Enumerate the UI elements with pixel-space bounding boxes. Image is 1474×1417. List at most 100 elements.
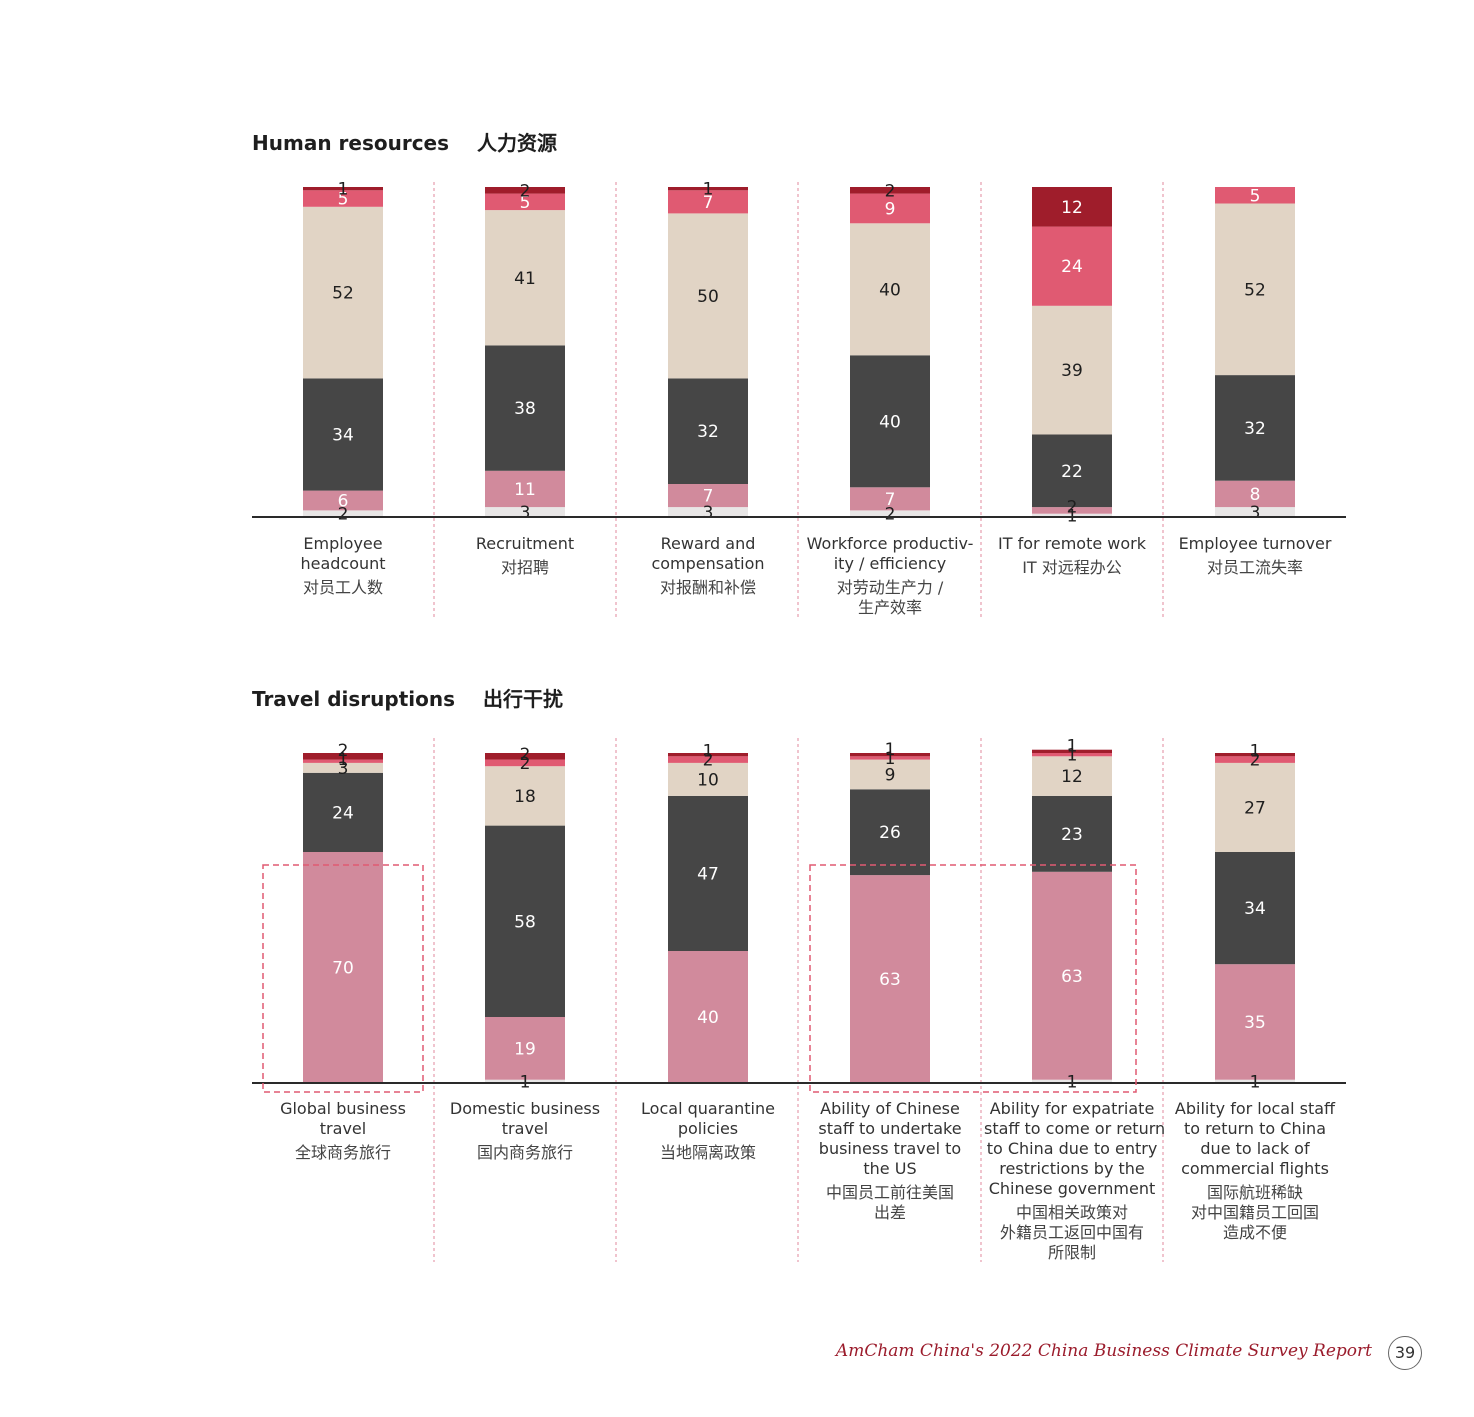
data-label: 1 [1250, 742, 1261, 762]
category-label-zh: 对招聘 [500, 558, 549, 577]
data-label: 11 [514, 480, 536, 500]
bar-segment [485, 766, 565, 826]
bar-segment [668, 756, 748, 763]
data-label: 5 [1250, 186, 1261, 206]
category-label-en: business travel to [818, 1139, 962, 1158]
bar-segment [303, 206, 383, 379]
data-label: 2 [885, 181, 896, 201]
bar-segment [1032, 507, 1112, 514]
category-label-en: due to lack of [1200, 1139, 1310, 1158]
bar-segment [850, 759, 930, 790]
category-label-en: Workforce productiv- [806, 534, 974, 553]
report-footer: AmCham China's 2022 China Business Clima… [835, 1341, 1372, 1361]
category-label-en: travel [319, 1119, 367, 1138]
data-label: 1 [885, 749, 896, 769]
category-label-en: IT for remote work [997, 534, 1147, 553]
bar-segment [1215, 762, 1295, 852]
category-label-en: to return to China [1183, 1119, 1326, 1138]
bar-segment [1215, 507, 1295, 517]
bar-segment [850, 193, 930, 224]
data-label: 2 [520, 181, 531, 201]
category-label-en: Ability of Chinese [820, 1099, 960, 1118]
data-label: 9 [885, 199, 896, 219]
data-label: 41 [514, 269, 536, 289]
bar-segment [485, 210, 565, 346]
category-label-zh: 对员工流失率 [1206, 558, 1303, 577]
category-label-zh: 国内商务旅行 [476, 1143, 573, 1162]
data-label: 38 [514, 399, 536, 419]
data-label: 22 [1061, 462, 1083, 482]
category-label-en: Ability for local staff [1174, 1099, 1336, 1118]
data-label: 2 [885, 505, 896, 525]
data-label: 2 [520, 745, 531, 765]
section-title-zh: 人力资源 [477, 131, 558, 155]
category-label-en: commercial flights [1181, 1159, 1329, 1178]
bar-segment [303, 510, 383, 517]
bar-segment [850, 487, 930, 511]
data-label: 40 [879, 412, 901, 432]
bar-segment [1032, 513, 1112, 517]
bar-segment [1215, 203, 1295, 376]
category-label-zh: 对劳动生产力 / [836, 578, 944, 597]
bar-segment [1032, 305, 1112, 435]
category-label-zh: 国际航班稀缺 [1206, 1183, 1303, 1202]
bar-segment [303, 490, 383, 511]
category-label-en: Reward and [660, 534, 756, 553]
category-label: Ability for local staff to return to Chin… [1167, 1099, 1343, 1243]
category-label-zh: 生产效率 [857, 598, 922, 617]
category-label-en: ity / efficiency [833, 554, 947, 573]
data-label: 3 [520, 503, 531, 523]
category-label: Ability of Chinese staff to undertake busi… [802, 1099, 978, 1223]
data-label: 6 [338, 492, 349, 512]
category-label-en: compensation [651, 554, 765, 573]
data-label: 19 [514, 1039, 536, 1059]
bar-segment [668, 951, 748, 1083]
bar-segment [303, 753, 383, 760]
bar-segment [303, 772, 383, 852]
bar-segment [485, 187, 565, 194]
data-label: 1 [1067, 746, 1078, 766]
bar-segment [1215, 753, 1295, 757]
data-label: 10 [697, 770, 719, 790]
data-label: 52 [1244, 280, 1266, 300]
bar-segment [668, 213, 748, 379]
category-label-zh: 中国相关政策对 [1015, 1203, 1128, 1222]
highlight-box [262, 864, 424, 1093]
bar-segment [850, 753, 930, 757]
category-label-en: staff to undertake [818, 1119, 962, 1138]
data-label: 35 [1244, 1013, 1266, 1033]
bar-segment [1032, 187, 1112, 227]
category-label-zh: 对报酬和补偿 [659, 578, 756, 597]
category-label-en: Chinese government [988, 1179, 1156, 1198]
bar-segment [485, 1017, 565, 1080]
bar-segment [1032, 795, 1112, 872]
data-label: 40 [879, 280, 901, 300]
data-label: 12 [1061, 767, 1083, 787]
bar-segment [1032, 434, 1112, 508]
category-label-zh: 造成不便 [1222, 1223, 1287, 1242]
data-label: 12 [1061, 198, 1083, 218]
data-label: 32 [1244, 419, 1266, 439]
data-label: 27 [1244, 798, 1266, 818]
data-label: 8 [1250, 485, 1261, 505]
category-label: Reward and compensation 对报酬和补偿 [620, 534, 796, 598]
data-label: 2 [1067, 497, 1078, 517]
data-label: 9 [885, 765, 896, 785]
bar-segment [1032, 1079, 1112, 1083]
data-label: 5 [338, 190, 349, 210]
data-label: 2 [703, 751, 714, 771]
category-label-en: policies [677, 1119, 739, 1138]
bar-segment [1032, 226, 1112, 306]
category-label-zh: 对员工人数 [302, 578, 383, 597]
data-label: 7 [703, 487, 714, 507]
data-label: 2 [1250, 751, 1261, 771]
data-label: 52 [332, 284, 354, 304]
section-title-human-resources: Human resources 人力资源 [252, 127, 557, 156]
data-label: 1 [1067, 737, 1078, 757]
category-label: Employee turnover 对员工流失率 [1167, 534, 1343, 578]
category-label: Ability for expatriate staff to come or r… [984, 1099, 1165, 1263]
bar-segment [668, 190, 748, 214]
category-label-en: Ability for expatriate [989, 1099, 1155, 1118]
section-title-en: Travel disruptions [252, 687, 456, 711]
